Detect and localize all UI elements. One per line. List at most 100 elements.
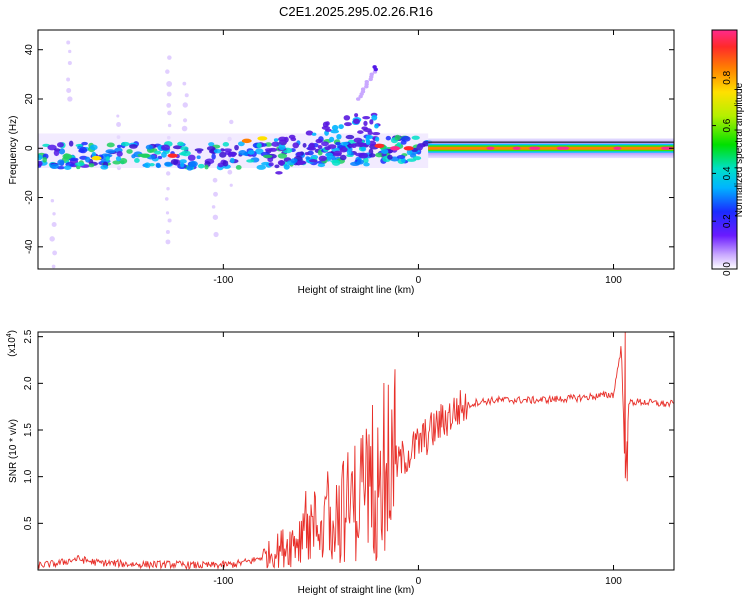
spectral-blob: [374, 123, 379, 129]
band-hot-spot: [512, 146, 521, 150]
spectral-blob: [81, 141, 88, 146]
top-ylabel: Frequency (Hz): [8, 116, 19, 185]
top-xtick-label: -100: [213, 275, 233, 286]
noise-dot: [66, 88, 72, 93]
spectral-blob: [74, 162, 85, 167]
bottom-xtick-label: 0: [416, 576, 422, 587]
bottom-ytick-label: 0.5: [23, 516, 34, 530]
colorbar-tick-label: 0.4: [722, 166, 733, 180]
spectral-blob: [222, 160, 229, 167]
spectral-blob: [237, 141, 245, 147]
spectral-blob: [308, 159, 318, 163]
bottom-xtick-label: 100: [605, 576, 622, 587]
spectral-blob: [219, 151, 227, 158]
spectral-blob: [160, 144, 171, 151]
bottom-ytick-label: 1.0: [23, 469, 34, 483]
spectral-blob: [278, 144, 286, 151]
spectral-blob: [330, 129, 340, 134]
spectral-blob: [38, 154, 43, 161]
spectral-blob: [315, 138, 323, 144]
spectral-blob: [126, 149, 133, 154]
band-hot-spot: [529, 146, 538, 150]
spectral-blob: [172, 145, 183, 150]
spectral-blob: [100, 164, 109, 170]
band-hot-spot: [664, 146, 673, 150]
svg-text:(x104): (x104): [6, 330, 18, 357]
spectral-blob: [268, 147, 278, 152]
top-xtick-label: 100: [605, 275, 622, 286]
spectral-blob: [180, 146, 189, 151]
bottom-ytick-label: 1.5: [23, 423, 34, 437]
spectral-blob: [177, 141, 185, 146]
spectral-blob: [345, 134, 355, 140]
spectral-blob: [75, 143, 83, 148]
noise-dot: [229, 119, 234, 125]
noise-dot: [165, 171, 171, 176]
noise-dot: [165, 211, 170, 215]
noise-dot: [227, 169, 233, 175]
noise-dot: [181, 125, 188, 132]
spectral-blob: [350, 143, 357, 149]
noise-dot: [68, 49, 72, 54]
spectral-blob: [115, 155, 122, 162]
colorbar-tick-label: 0.2: [722, 214, 733, 228]
hot-spot: [374, 143, 385, 149]
noise-dot: [67, 61, 72, 66]
spectral-blob: [116, 151, 123, 157]
hot-spot: [241, 138, 252, 144]
spectral-blob: [396, 142, 402, 148]
noise-dot: [166, 103, 172, 108]
steady-band-core: [428, 146, 674, 150]
spectral-blob: [120, 141, 130, 147]
noise-dot: [51, 264, 56, 269]
spectral-blob: [307, 146, 316, 151]
spectral-blob: [235, 165, 242, 170]
noise-dot: [66, 40, 71, 45]
noise-dot: [184, 93, 189, 98]
spectral-blob: [357, 130, 364, 134]
noise-dot: [52, 212, 56, 216]
spectral-blob: [387, 148, 394, 154]
spectral-blob: [217, 162, 224, 168]
spectral-blob: [224, 150, 233, 156]
spectral-blob: [194, 148, 204, 152]
noise-dot: [212, 214, 219, 220]
spectral-blob: [144, 162, 151, 169]
colorbar-label: Normalized spectral amplitude: [734, 82, 745, 217]
spectral-blob: [105, 149, 116, 154]
spectral-blob: [164, 161, 173, 167]
spectral-blob: [53, 149, 60, 157]
spectral-blob: [88, 163, 95, 168]
spectral-blob: [356, 159, 365, 165]
spectral-blob: [68, 157, 79, 162]
spectral-blob: [365, 139, 371, 146]
noise-dot: [166, 187, 170, 191]
spectral-blob: [180, 162, 185, 168]
noise-dot: [167, 123, 172, 128]
spectral-blob: [412, 156, 422, 161]
spectral-blob: [189, 160, 198, 168]
spectral-blob: [411, 135, 420, 140]
band-hot-spot: [486, 146, 495, 150]
noise-dot: [51, 222, 57, 228]
noise-dot: [211, 205, 216, 209]
spectral-blob: [290, 158, 298, 164]
spectral-blob: [372, 132, 381, 136]
spectral-blob: [277, 153, 288, 159]
spectral-blob: [343, 115, 351, 121]
spectral-blob: [204, 164, 209, 170]
spectral-blob: [277, 160, 286, 166]
spectral-blob: [304, 151, 310, 156]
spectral-blob: [369, 119, 374, 125]
colorbar-tick-label: 0.6: [722, 118, 733, 132]
spectral-blob: [283, 164, 290, 170]
snr-panel: -100 0 100 0.5 1.0 1.5 2.0 2.5: [23, 329, 675, 587]
spectral-blob: [274, 164, 280, 169]
noise-dot: [167, 55, 172, 60]
spectral-blob: [278, 139, 287, 146]
spectral-blob: [321, 125, 331, 130]
spectral-blob: [360, 146, 367, 152]
bottom-ylabel: SNR (10 * v/v): [8, 419, 19, 483]
spectral-blob: [119, 158, 128, 164]
noise-dot: [167, 110, 172, 116]
